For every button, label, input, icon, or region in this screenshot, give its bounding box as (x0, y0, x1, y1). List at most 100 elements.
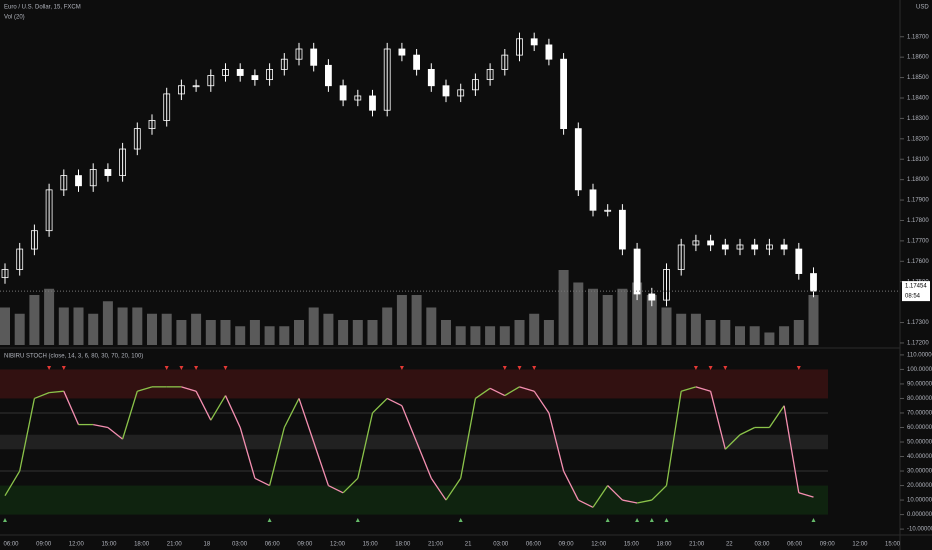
candle-body (324, 64, 332, 87)
volume-bar (308, 307, 319, 345)
volume-bar (455, 326, 466, 345)
oscillator-segment (533, 390, 550, 414)
y-tick-label: 80.000000 (907, 396, 932, 402)
candle-body (60, 175, 68, 191)
candle-body (457, 89, 465, 97)
volume-bar (661, 307, 672, 345)
volume-bar (161, 313, 172, 345)
candle-body (45, 189, 53, 232)
candle-body (148, 120, 156, 130)
oscillator-segment (357, 412, 374, 479)
candle-body (119, 148, 126, 176)
sell-signal (399, 366, 404, 370)
candle-body (471, 79, 479, 91)
buy-signal (664, 518, 669, 522)
volume-bar (396, 295, 407, 345)
sell-signal (61, 366, 66, 370)
volume-bar (191, 313, 202, 345)
candle-body (192, 85, 200, 88)
volume-bar (132, 307, 143, 345)
candle-body (677, 244, 685, 270)
oscillator-segment (283, 398, 300, 428)
last-price-label: 1.17454 (905, 284, 927, 290)
volume-bar (338, 320, 349, 345)
sell-signal (723, 366, 728, 370)
candle-body (177, 85, 185, 95)
oscillator-segment (709, 391, 726, 450)
x-tick-label: 09:00 (820, 542, 836, 548)
volume-bar (249, 320, 260, 345)
buy-signal (3, 518, 7, 522)
volume-bar (117, 307, 128, 345)
volume-bar (14, 313, 25, 345)
volume-bar (735, 326, 745, 345)
oscillator-segment (445, 477, 462, 501)
y-tick-label: 1.17700 (907, 238, 929, 244)
volume-bar (264, 326, 275, 345)
y-tick-label: 1.17300 (907, 320, 929, 326)
volume-bar (147, 313, 157, 345)
x-tick-label: 09:00 (297, 542, 313, 548)
candle-body (707, 240, 714, 246)
buy-signal (458, 518, 463, 522)
candle-body (369, 95, 376, 111)
oscillator-segment (298, 398, 315, 443)
volume-bar (205, 320, 216, 345)
volume-bar (514, 320, 525, 345)
y-tick-label: 1.17600 (907, 259, 929, 265)
candle-body (648, 293, 656, 301)
volume-bar (411, 295, 422, 345)
candle-body (574, 128, 582, 191)
y-tick-label: 90.000000 (907, 382, 932, 388)
volume-bar (808, 295, 819, 345)
volume-bar (499, 326, 510, 345)
oscillator-segment (622, 499, 638, 504)
oscillator-segment (93, 423, 109, 429)
x-tick-label: 21:00 (689, 542, 705, 548)
candle-body (619, 209, 626, 250)
oscillator-segment (783, 405, 800, 493)
y-tick-label: -10.000000 (907, 527, 932, 533)
oscillator-segment (578, 499, 594, 508)
volume-bar (764, 332, 775, 345)
candle-body (207, 75, 215, 87)
buy-signal (355, 518, 360, 522)
oscillator-segment (415, 441, 432, 479)
sell-signal (502, 366, 507, 370)
volume-bar (705, 320, 716, 345)
x-tick-label: 18:00 (656, 542, 672, 548)
volume-bar (617, 288, 628, 345)
y-tick-label: 1.18100 (907, 157, 929, 163)
candle-body (751, 244, 759, 250)
candle-body (604, 209, 612, 212)
candle-body (589, 189, 597, 211)
oscillator-segment (268, 427, 285, 486)
candle-body (736, 244, 744, 250)
oscillator-segment (137, 386, 153, 392)
candle-body (75, 175, 82, 187)
oscillator-segment (224, 395, 241, 428)
y-tick-label: 1.18700 (907, 34, 929, 40)
volume-bar (367, 320, 378, 345)
candle-body (1, 269, 9, 279)
countdown: 08:54 (905, 294, 921, 300)
candle-body (413, 54, 421, 70)
oscillator-segment (563, 470, 579, 501)
volume-bar (426, 307, 437, 345)
oscillator-segment (695, 386, 711, 392)
buy-signal (605, 518, 610, 522)
volume-bar (573, 282, 584, 345)
oscillator-segment (121, 391, 138, 440)
oscillator-segment (195, 390, 212, 421)
volume-bar (88, 313, 99, 345)
sell-signal (693, 366, 698, 370)
oscillator-segment (4, 470, 21, 497)
volume-bar (793, 320, 804, 345)
y-tick-label: 1.17200 (907, 341, 929, 347)
candle-body (810, 273, 817, 292)
sell-signal (708, 366, 713, 370)
volume-bar (58, 307, 69, 345)
candle-body (236, 69, 244, 76)
x-tick-label: 21:00 (167, 542, 183, 548)
